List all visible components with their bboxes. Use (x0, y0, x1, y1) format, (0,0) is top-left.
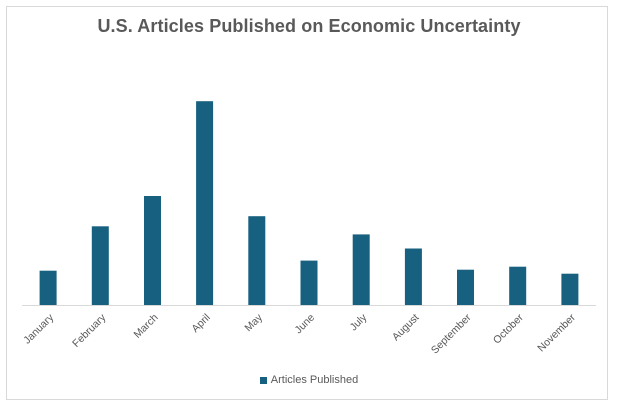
bar-july (352, 234, 370, 305)
chart-frame (6, 6, 608, 400)
x-tick-label-february: February (70, 311, 109, 350)
x-tick-label-october: October (491, 311, 526, 346)
bar-august (404, 248, 422, 305)
bars-group (39, 101, 579, 305)
x-tick-labels: January February March April May June July Augu… (21, 311, 578, 356)
x-tick-label-july: July (348, 311, 370, 333)
bar-september (457, 269, 474, 305)
legend: Articles Published (0, 374, 618, 386)
bar-march (144, 196, 161, 305)
x-tick-label-march: March (131, 312, 160, 341)
bar-january (39, 270, 57, 305)
bar-june (300, 260, 318, 305)
chart-title: U.S. Articles Published on Economic Unce… (97, 16, 521, 36)
legend-label: Articles Published (270, 374, 359, 386)
bar-april (196, 101, 214, 305)
x-tick-label-april: April (189, 312, 212, 335)
x-tick-label-june: June (293, 312, 318, 337)
x-tick-label-may: May (242, 311, 265, 334)
x-tick-label-november: November (535, 311, 578, 354)
x-tick-label-january: January (21, 311, 56, 346)
legend-swatch (259, 376, 267, 384)
x-tick-label-september: September (429, 311, 474, 356)
bar-february (91, 226, 109, 305)
bar-november (561, 273, 579, 305)
x-tick-label-august: August (390, 312, 422, 344)
bar-may (248, 216, 266, 305)
bar-october (509, 266, 527, 305)
